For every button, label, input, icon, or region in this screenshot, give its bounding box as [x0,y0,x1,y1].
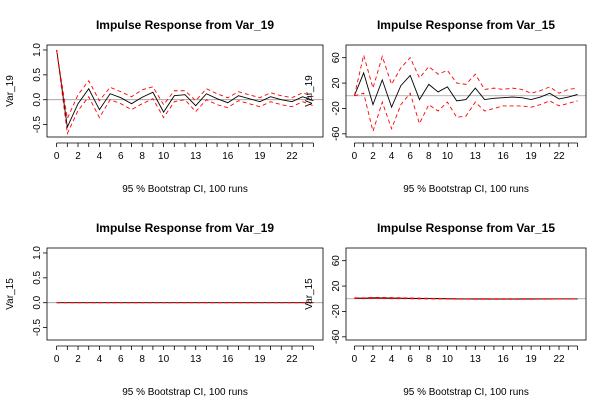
x-tick-label: 13 [190,354,202,365]
x-tick-label: 22 [286,151,298,162]
x-tick-label: 6 [407,354,413,365]
x-tick-label: 19 [254,354,266,365]
x-tick-label: 22 [286,354,298,365]
chart-panel-1: Impulse Response from Var_19 -0.5 0.0 0.5 1.… [5,18,324,195]
response-line [354,297,578,300]
upper-ci-line [353,54,578,96]
lower-ci-line [354,297,578,300]
x-tick-label: 10 [158,354,170,365]
y-tick-label: 0.5 [32,270,43,284]
lower-ci-line [354,92,578,133]
y-tick-label: 20 [331,77,342,89]
x-tick-label: 8 [139,354,145,365]
x-tick-label: 4 [389,354,395,365]
chart-panel-3: Impulse Response from Var_19 -0.5 0.0 0.5 1.… [5,221,324,398]
x-tick-label: 8 [426,151,432,162]
y-tick-label: -0.5 [32,116,43,134]
x-tick-label: 16 [222,151,234,162]
y-tick-label: -60 [331,126,342,141]
plot-frame [46,44,324,138]
x-tick-label: 13 [190,151,202,162]
y-tick-label: 0.0 [32,295,43,309]
chart-panel-2: Impulse Response from Var_15-60-202060Va… [304,18,587,195]
x-tick-label: 19 [526,354,538,365]
response-line [56,49,314,129]
y-axis-label: Var_19 [5,75,16,107]
x-axis-label: 95 % Bootstrap CI, 100 runs [122,387,248,398]
y-tick-label: 0.0 [32,92,43,106]
y-tick-label: -0.5 [32,319,43,337]
y-tick-label: -60 [331,329,342,344]
y-tick-label: -20 [331,304,342,319]
x-tick-label: 16 [498,151,510,162]
x-tick-label: 2 [75,354,81,365]
chart-title: Impulse Response from Var_19 [96,221,274,235]
x-axis-label: 95 % Bootstrap CI, 100 runs [122,184,248,195]
x-tick-label: 4 [97,354,103,365]
y-axis-label: Var_15 [304,278,315,310]
x-tick-label: 19 [254,151,266,162]
upper-ci-line [56,49,314,121]
x-tick-label: 10 [158,151,170,162]
x-tick-label: 0 [352,354,358,365]
chart-title: Impulse Response from Var_15 [377,18,555,32]
x-tick-label: 22 [553,151,565,162]
x-tick-label: 6 [118,354,124,365]
x-tick-label: 8 [139,151,145,162]
y-tick-label: 1.0 [32,43,43,57]
x-tick-label: 19 [526,151,538,162]
response-line [353,71,578,109]
x-tick-label: 13 [470,151,482,162]
x-tick-label: 10 [442,151,454,162]
x-tick-label: 8 [426,354,432,365]
chart-title: Impulse Response from Var_15 [377,221,555,235]
y-tick-label: 1.0 [32,246,43,260]
chart-title: Impulse Response from Var_19 [96,18,274,32]
chart-panel-4: Impulse Response from Var_15-60-202060Va… [304,221,587,398]
plot-frame [46,247,324,341]
x-tick-label: 2 [370,354,376,365]
upper-ci-line [354,296,578,300]
x-tick-label: 0 [54,354,60,365]
x-tick-label: 16 [498,354,510,365]
y-tick-label: 60 [331,52,342,64]
lower-ci-line [56,49,314,136]
x-tick-label: 2 [75,151,81,162]
x-axis-label: 95 % Bootstrap CI, 100 runs [403,387,529,398]
x-tick-label: 16 [222,354,234,365]
x-axis-label: 95 % Bootstrap CI, 100 runs [403,184,529,195]
x-tick-label: 0 [54,151,60,162]
y-tick-label: 20 [331,280,342,292]
y-tick-label: -20 [331,101,342,116]
x-tick-label: 6 [118,151,124,162]
x-tick-label: 4 [97,151,103,162]
x-tick-label: 0 [352,151,358,162]
plot-frame [345,44,587,138]
y-tick-label: 0.5 [32,67,43,81]
plot-frame [345,247,587,341]
x-tick-label: 6 [407,151,413,162]
y-tick-label: 60 [331,255,342,267]
x-tick-label: 10 [442,354,454,365]
y-axis-label: Var_15 [5,278,16,310]
x-tick-label: 2 [370,151,376,162]
x-tick-label: 13 [470,354,482,365]
x-tick-label: 22 [553,354,565,365]
x-tick-label: 4 [389,151,395,162]
y-axis-label: Var_19 [304,75,315,107]
